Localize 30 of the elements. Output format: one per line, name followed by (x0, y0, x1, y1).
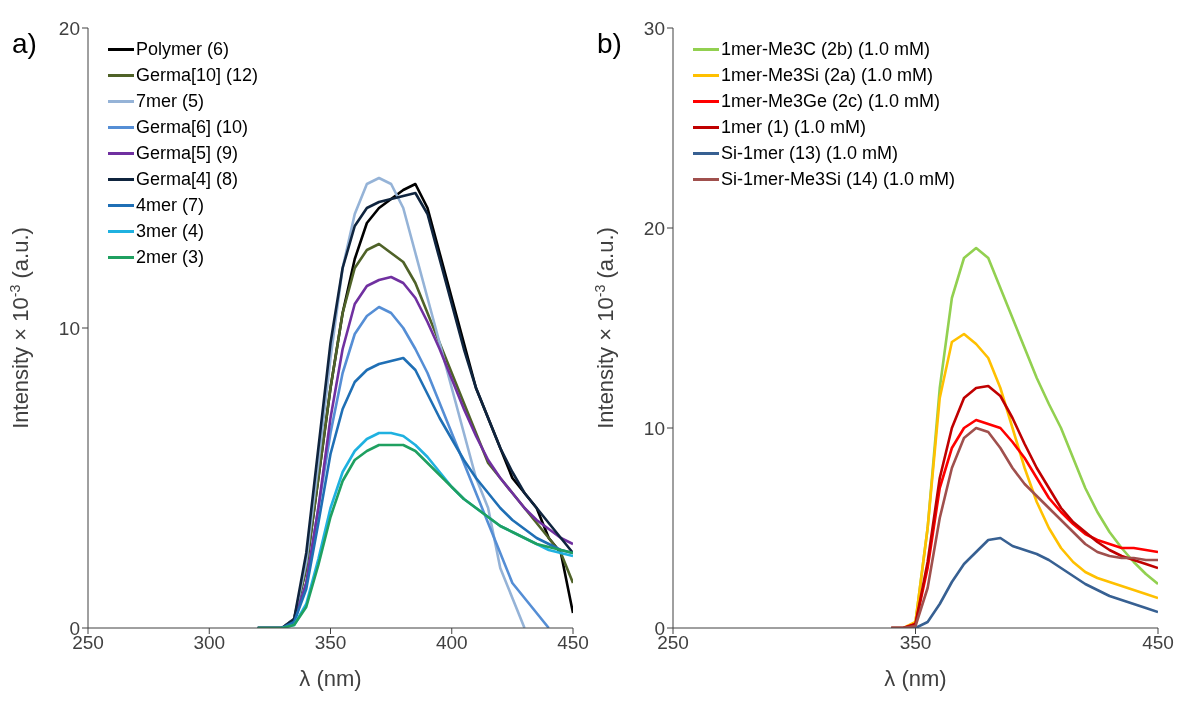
x-tick-label: 300 (193, 632, 226, 654)
legend-label: Polymer (6) (136, 38, 230, 61)
legend-label: 1mer-Me3Si (2a) (1.0 mM) (721, 64, 934, 87)
y-tick-label: 10 (58, 317, 80, 339)
y-tick-label: 30 (643, 17, 665, 39)
legend-label: Germa[5] (9) (136, 142, 239, 165)
y-tick-label: 10 (643, 417, 665, 439)
text: b) (597, 28, 622, 60)
x-tick-label: 350 (899, 632, 932, 654)
legend-label: 1mer-Me3Ge (2c) (1.0 mM) (721, 90, 941, 113)
legend-label: 1mer-Me3C (2b) (1.0 mM) (721, 38, 931, 61)
x-tick-label: 450 (557, 632, 589, 654)
legend-label: Germa[10] (12) (136, 64, 259, 87)
legend-label: 2mer (3) (136, 246, 205, 269)
x-axis-title: λ (nm) (299, 666, 362, 691)
y-tick-label: 20 (643, 217, 665, 239)
y-tick-label: 20 (58, 17, 80, 39)
legend-label: 4mer (7) (136, 194, 205, 217)
legend-label: Germa[4] (8) (136, 168, 239, 191)
legend-label: Germa[6] (10) (136, 116, 249, 139)
legend-label: Si-1mer-Me3Si (14) (1.0 mM) (721, 168, 956, 191)
legend-label: 1mer (1) (1.0 mM) (721, 116, 867, 139)
x-axis-title: λ (nm) (884, 666, 947, 691)
x-tick-label: 400 (435, 632, 468, 654)
text: a) (12, 28, 37, 60)
legend-label: Si-1mer (13) (1.0 mM) (721, 142, 899, 165)
x-tick-label: 350 (314, 632, 347, 654)
legend-label: 3mer (4) (136, 220, 205, 243)
x-tick-label: 450 (1142, 632, 1174, 654)
legend-label: 7mer (5) (136, 90, 205, 113)
